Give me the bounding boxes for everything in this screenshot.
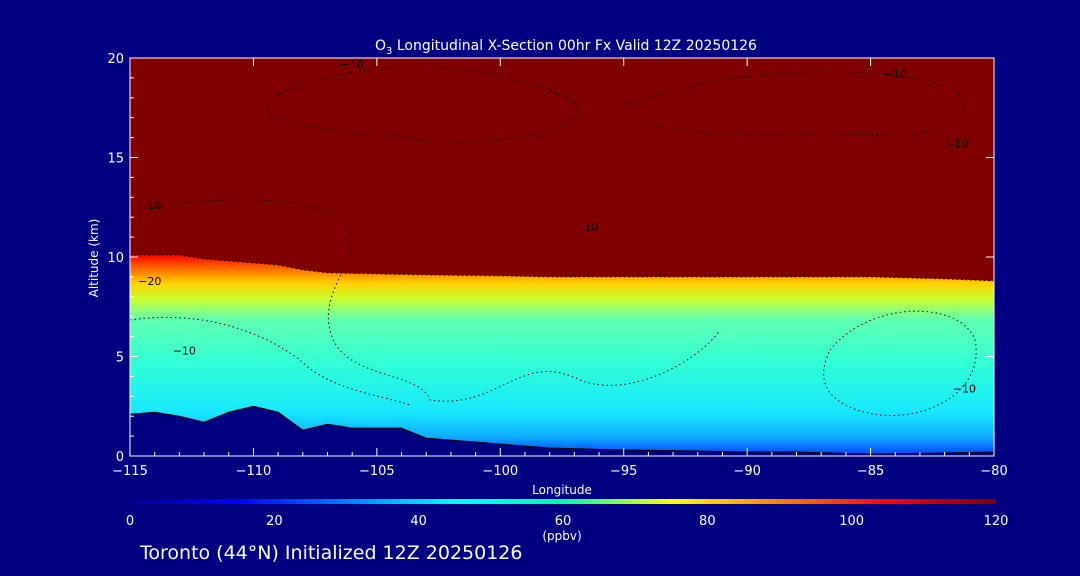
colorbar-tick-label: 0 [126, 514, 134, 529]
tropopause-contour [130, 254, 994, 282]
x-tick-label: −115 [112, 464, 148, 479]
contour-label: −10 [341, 58, 364, 71]
contour-label: −10 [173, 345, 196, 358]
colorbar-tick-label: 20 [266, 514, 283, 529]
contour-upper-left [266, 66, 579, 143]
x-tick-label: −95 [610, 464, 637, 479]
x-axis-label: Longitude [532, 483, 592, 497]
tropospheric-ozone-field [130, 255, 994, 456]
contour-label: −10 [953, 382, 976, 395]
x-tick-label: −110 [236, 464, 272, 479]
colorbar-tick-label: 120 [984, 514, 1009, 529]
y-axis-label: Altitude (km) [87, 219, 101, 298]
x-tick-label: −90 [733, 464, 760, 479]
y-tick-label: 20 [107, 52, 124, 67]
y-tick-label: 15 [107, 152, 124, 167]
colorbar-tick-label: 40 [410, 514, 427, 529]
chart-title: O3 Longitudinal X-Section 00hr Fx Valid … [375, 38, 757, 57]
colorbar-unit-label: (ppbv) [542, 529, 581, 543]
x-tick-label: −100 [482, 464, 518, 479]
colorbar-tick-label: 60 [555, 514, 572, 529]
contour-label: −10 [884, 68, 907, 81]
y-tick-label: 5 [116, 351, 124, 366]
terrain-mask [130, 405, 994, 456]
contour-upper-right [619, 70, 965, 136]
y-tick-label: 0 [116, 450, 124, 465]
init-caption: Toronto (44°N) Initialized 12Z 20250126 [140, 542, 523, 564]
contour-label: −20 [138, 275, 161, 288]
x-tick-label: −85 [857, 464, 884, 479]
colorbar-tick-label: 80 [699, 514, 716, 529]
colorbar-tick-label: 100 [839, 514, 864, 529]
x-tick-label: −80 [980, 464, 1007, 479]
y-tick-label: 10 [107, 251, 124, 266]
x-tick-label: −105 [359, 464, 395, 479]
contour-label: −10 [138, 199, 161, 212]
contour-label: −10 [575, 221, 598, 234]
contour-mid [139, 199, 721, 402]
contour-label: −10 [945, 138, 968, 151]
colorbar [130, 499, 996, 504]
